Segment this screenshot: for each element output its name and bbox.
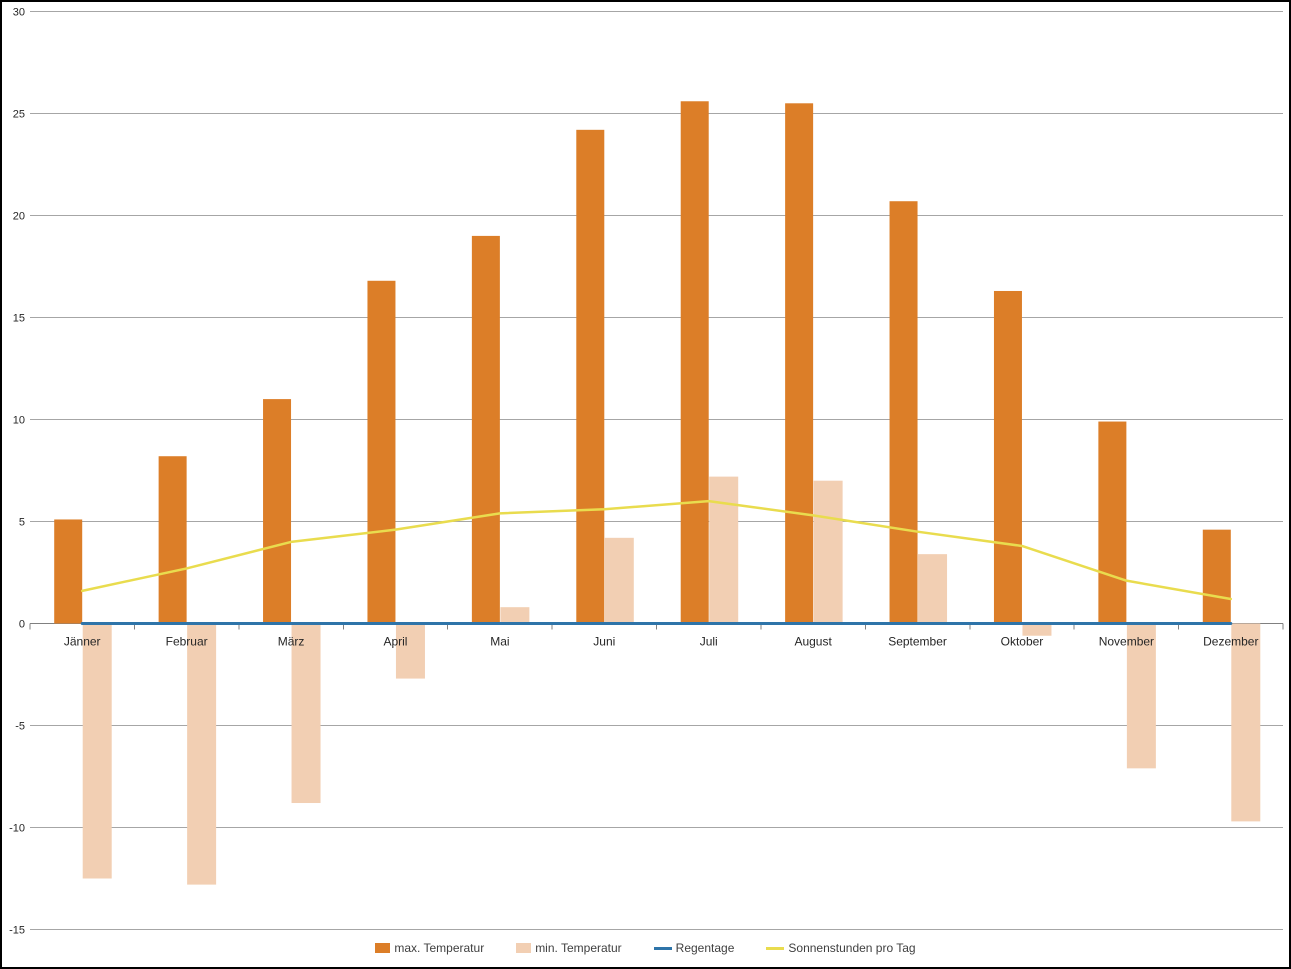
legend-label: Sonnenstunden pro Tag xyxy=(788,941,916,955)
legend-label: min. Temperatur xyxy=(535,941,622,955)
legend-label: Regentage xyxy=(675,941,735,955)
min-temp-bar xyxy=(604,537,634,624)
legend-item: max. Temperatur xyxy=(375,941,484,955)
max-temp-bar xyxy=(471,235,500,624)
min-temp-bar xyxy=(1126,623,1156,769)
chart-legend: max. Temperatur min. Temperatur Regentage S… xyxy=(2,941,1289,955)
x-axis-month-label: Februar xyxy=(166,635,208,649)
y-axis-tick-label: -5 xyxy=(15,721,25,733)
y-axis-tick-label: 5 xyxy=(19,517,25,529)
min-temp-bar xyxy=(187,623,217,885)
y-axis-tick-label: 25 xyxy=(13,109,25,121)
min-temp-bar xyxy=(813,480,843,624)
legend-item: min. Temperatur xyxy=(516,941,622,955)
y-axis-tick-label: -15 xyxy=(9,925,25,937)
legend-item: Sonnenstunden pro Tag xyxy=(766,941,916,955)
min-temp-bar xyxy=(291,623,321,804)
y-axis-tick-label: 30 xyxy=(13,7,25,19)
max-temp-bar xyxy=(1098,421,1127,624)
min-temp-bar xyxy=(1231,623,1261,822)
x-axis-month-label: August xyxy=(794,635,832,649)
min-temp-bar xyxy=(500,607,530,624)
x-axis-month-label: Dezember xyxy=(1203,635,1258,649)
max-temp-bar xyxy=(576,129,605,624)
x-axis-month-label: Oktober xyxy=(1001,635,1044,649)
max-temp-bar xyxy=(263,399,292,624)
max-temp-bar xyxy=(367,280,396,624)
legend-label: max. Temperatur xyxy=(394,941,485,955)
min-temp-bar xyxy=(709,476,739,624)
x-axis-month-label: April xyxy=(383,635,407,649)
x-axis-month-label: März xyxy=(278,635,305,649)
x-axis-month-label: Juni xyxy=(593,635,615,649)
max-temp-bar xyxy=(1202,529,1231,624)
x-axis-month-label: November xyxy=(1099,635,1154,649)
min-temp-bar xyxy=(918,554,948,624)
max-temp-bar xyxy=(993,290,1022,624)
legend-bar-swatch-icon xyxy=(375,943,391,953)
y-axis-tick-label: 20 xyxy=(13,211,25,223)
max-temp-bar xyxy=(785,103,814,624)
min-temp-bar xyxy=(82,623,112,879)
max-temp-bar xyxy=(889,201,918,624)
legend-line-swatch-icon xyxy=(766,946,785,950)
sonnenstunden-line xyxy=(80,499,1233,601)
x-axis-month-label: Mai xyxy=(490,635,509,649)
x-axis-month-label: Jänner xyxy=(64,635,101,649)
x-axis-month-label: September xyxy=(888,635,947,649)
legend-line-swatch-icon xyxy=(653,946,672,950)
legend-item: Regentage xyxy=(653,941,735,955)
max-temp-bar xyxy=(158,456,187,624)
min-temp-bar xyxy=(395,623,425,679)
min-temp-bar xyxy=(1022,623,1052,636)
y-axis-tick-label: 10 xyxy=(13,415,25,427)
y-axis-tick-label: -10 xyxy=(9,823,25,835)
x-axis-month-label: Juli xyxy=(700,635,718,649)
max-temp-bar xyxy=(54,519,83,624)
legend-bar-swatch-icon xyxy=(516,943,532,953)
y-axis-tick-label: 15 xyxy=(13,313,25,325)
max-temp-bar xyxy=(680,101,709,624)
y-axis-tick-label: 0 xyxy=(19,619,25,631)
